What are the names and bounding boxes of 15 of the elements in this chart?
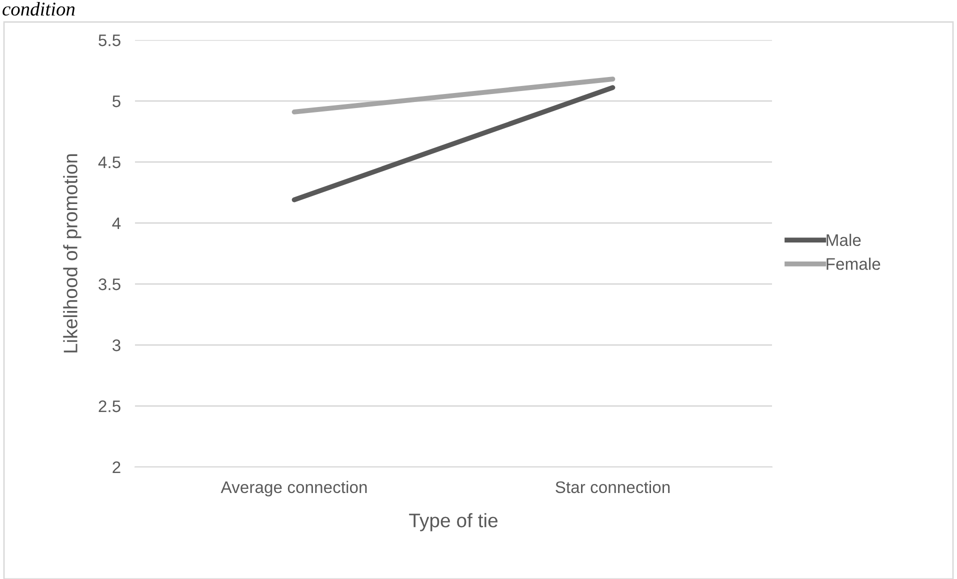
y-tick-label: 4.5 [98, 156, 120, 168]
y-tick-label: 3.5 [98, 278, 120, 290]
legend-label: Female [826, 258, 880, 270]
x-tick-label: Star connection [556, 480, 670, 494]
x-tick-label: Average connection [220, 480, 367, 496]
x-axis-title: Type of tie [409, 513, 498, 532]
y-axis-title: Likelihood of promotion [63, 154, 82, 352]
y-tick-label: 2.5 [98, 400, 120, 412]
text: condition [2, 2, 75, 16]
y-tick-label: 5.5 [98, 34, 120, 46]
legend-label: Male [826, 234, 861, 246]
y-tick-label: 3 [112, 339, 120, 352]
y-tick-label: 4 [112, 218, 121, 230]
y-tick-label: 5 [112, 96, 120, 108]
y-tick-label: 2 [112, 461, 120, 474]
